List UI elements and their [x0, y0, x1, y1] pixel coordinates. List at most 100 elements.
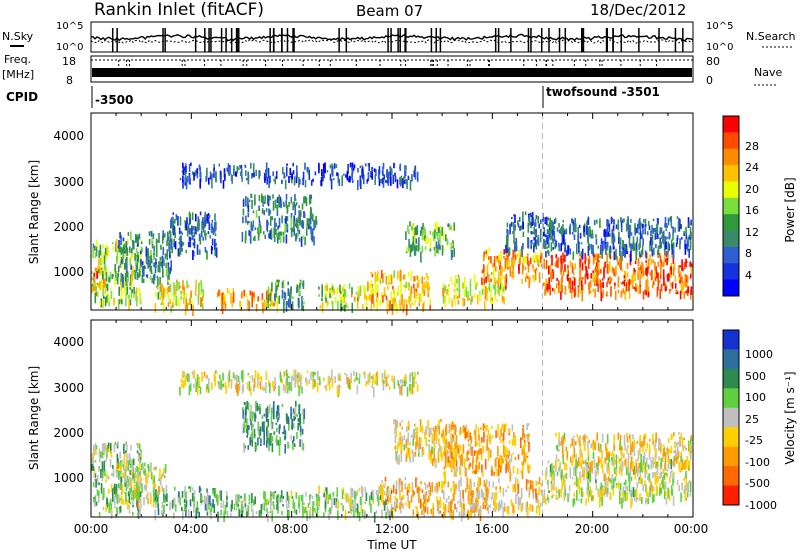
velocity-cell	[182, 509, 184, 520]
velocity-cell	[164, 463, 167, 474]
velocity-cell	[401, 496, 403, 500]
velocity-cell	[629, 489, 632, 495]
noise-trace	[90, 28, 694, 52]
velocity-cell	[663, 490, 666, 500]
power-cell	[597, 261, 600, 271]
power-cell	[283, 203, 285, 208]
velocity-cell	[466, 477, 469, 488]
power-colorbar-segment	[723, 230, 739, 248]
power-cell	[486, 288, 488, 294]
velocity-cell	[631, 441, 634, 453]
power-cell	[282, 167, 284, 175]
power-cell	[513, 214, 515, 217]
power-cell	[163, 302, 165, 314]
velocity-cell	[408, 483, 411, 492]
power-cell	[156, 285, 159, 290]
power-cell	[433, 231, 435, 242]
velocity-cell	[395, 450, 397, 458]
power-cell	[386, 169, 388, 174]
velocity-cell	[122, 473, 124, 479]
power-cell	[343, 173, 345, 176]
power-cell	[579, 289, 582, 294]
velocity-cell	[292, 440, 294, 451]
power-cell	[664, 282, 666, 288]
power-cell	[664, 258, 667, 263]
power-cell	[628, 280, 630, 292]
power-cell	[262, 196, 264, 207]
velocity-cell	[95, 501, 98, 506]
velocity-cell	[418, 495, 420, 504]
power-cell	[208, 222, 211, 231]
velocity-cell	[401, 420, 404, 423]
power-cell	[285, 301, 288, 312]
power-cell	[104, 284, 107, 294]
velocity-cell	[445, 423, 448, 435]
velocity-cell	[286, 491, 289, 501]
power-cell	[656, 271, 658, 279]
power-cell	[389, 300, 391, 311]
power-cell	[258, 226, 261, 236]
power-cell	[428, 286, 430, 291]
velocity-cell	[294, 406, 297, 417]
power-cell	[290, 212, 293, 215]
velocity-cell	[571, 476, 574, 480]
velocity-cell	[370, 503, 372, 513]
power-cell	[275, 223, 277, 227]
power-cell	[551, 224, 554, 231]
velocity-cell	[503, 507, 506, 512]
power-cell	[654, 277, 657, 282]
power-cell	[409, 303, 412, 309]
power-cell	[559, 257, 561, 261]
velocity-cell	[496, 468, 498, 476]
velocity-cell	[607, 476, 610, 482]
velocity-cell	[382, 500, 385, 506]
velocity-cell	[643, 452, 646, 461]
power-cell	[405, 281, 408, 289]
power-cell	[267, 168, 270, 178]
velocity-cell	[562, 450, 564, 458]
power-cell	[276, 295, 279, 302]
velocity-cell	[337, 500, 340, 510]
velocity-cell	[684, 445, 686, 449]
power-cell	[673, 264, 675, 268]
velocity-cell	[372, 496, 374, 502]
velocity-cell	[297, 418, 300, 422]
power-cell	[532, 264, 534, 269]
velocity-cell	[537, 481, 539, 485]
power-cell	[659, 274, 662, 279]
velocity-cell	[437, 448, 440, 454]
velocity-cell	[663, 448, 665, 457]
power-cell	[595, 266, 597, 273]
velocity-cell	[474, 470, 476, 474]
velocity-cell	[604, 484, 607, 494]
power-cell	[124, 263, 126, 270]
velocity-cell	[287, 495, 290, 504]
velocity-cell	[576, 461, 579, 468]
power-cell	[405, 165, 407, 171]
power-cell	[402, 304, 404, 313]
power-cell	[446, 238, 449, 246]
velocity-cell	[127, 482, 129, 489]
cpid-segment-1: -3500	[95, 93, 133, 107]
power-cell	[370, 293, 372, 302]
power-cell	[580, 242, 583, 245]
power-cell	[106, 295, 108, 304]
power-cell	[250, 224, 252, 227]
power-cell	[221, 293, 224, 304]
velocity-cell	[581, 474, 584, 478]
power-cell	[623, 218, 625, 222]
power-cell	[657, 272, 659, 283]
power-cell	[245, 178, 248, 181]
velocity-cell	[467, 509, 469, 520]
power-cell	[227, 163, 230, 174]
velocity-cell	[676, 446, 679, 457]
power-cell	[399, 303, 402, 310]
power-cell	[590, 243, 593, 249]
power-cell	[506, 238, 509, 249]
power-cell	[282, 231, 285, 241]
power-cell	[635, 249, 637, 261]
velocity-cell	[98, 468, 100, 472]
power-cell	[582, 284, 584, 290]
velocity-cell	[532, 480, 534, 492]
velocity-cell	[447, 510, 450, 513]
